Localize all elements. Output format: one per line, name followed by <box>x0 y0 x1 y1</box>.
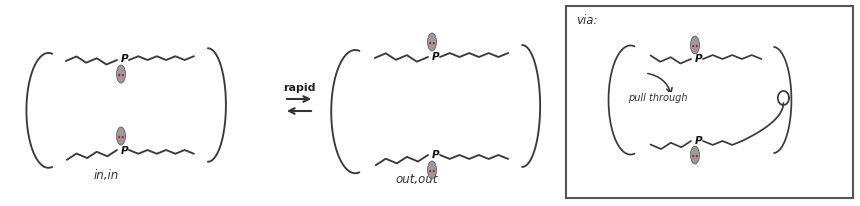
Ellipse shape <box>429 170 431 172</box>
Ellipse shape <box>122 74 124 76</box>
Ellipse shape <box>427 161 437 179</box>
Text: out,out: out,out <box>396 173 439 186</box>
Ellipse shape <box>118 136 120 138</box>
Text: pull through: pull through <box>629 93 688 103</box>
Bar <box>566 6 853 198</box>
Ellipse shape <box>433 42 435 44</box>
Ellipse shape <box>118 74 120 76</box>
Text: P: P <box>121 146 129 156</box>
Ellipse shape <box>691 146 699 164</box>
Text: P: P <box>695 54 703 64</box>
Ellipse shape <box>696 155 697 157</box>
Ellipse shape <box>696 45 697 47</box>
Text: P: P <box>433 52 439 62</box>
Text: P: P <box>695 136 703 146</box>
Text: P: P <box>433 150 439 160</box>
Text: via:: via: <box>576 14 598 27</box>
Text: P: P <box>121 54 129 64</box>
Ellipse shape <box>433 170 435 172</box>
Ellipse shape <box>692 45 694 47</box>
Ellipse shape <box>429 42 431 44</box>
Ellipse shape <box>691 36 699 54</box>
Ellipse shape <box>122 136 124 138</box>
Ellipse shape <box>427 33 437 51</box>
Text: in,in: in,in <box>94 169 119 182</box>
Ellipse shape <box>692 155 694 157</box>
Ellipse shape <box>116 127 126 145</box>
Ellipse shape <box>116 65 126 83</box>
Text: rapid: rapid <box>283 83 316 93</box>
